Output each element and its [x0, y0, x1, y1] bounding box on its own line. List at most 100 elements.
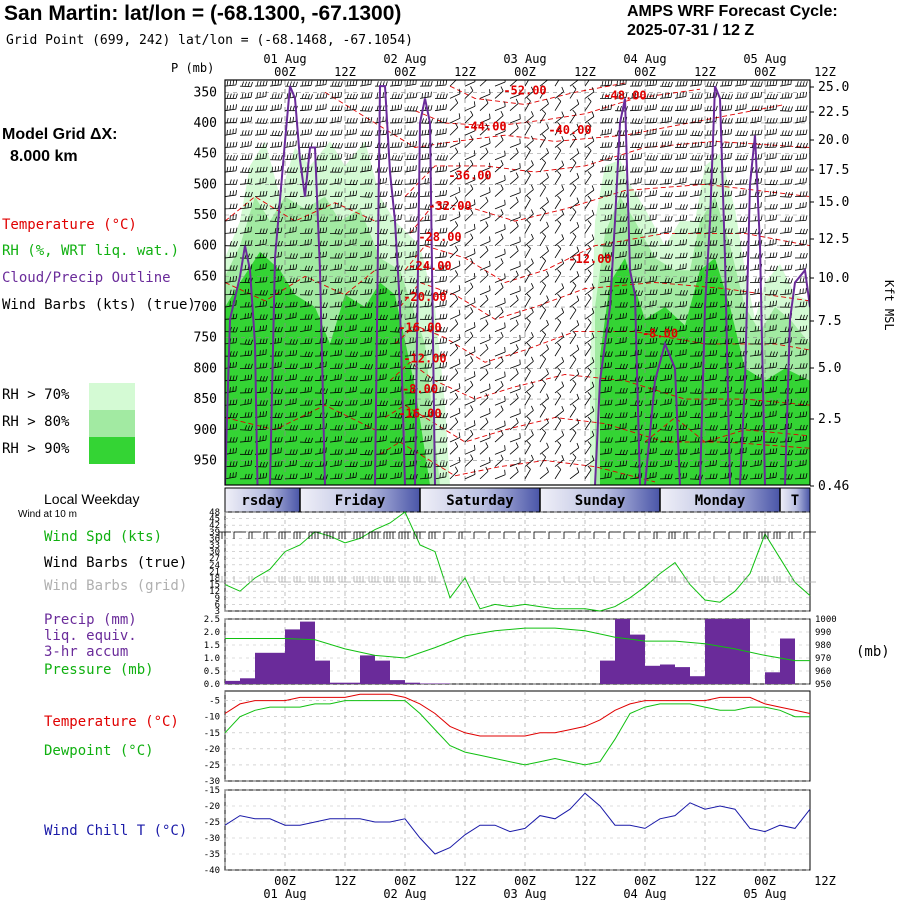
wind-barb-flag — [274, 424, 277, 430]
wind-barb — [239, 339, 253, 345]
wind-barb-flag — [232, 289, 235, 295]
wind-barb-flag — [409, 289, 412, 295]
wind-barb-flag — [319, 474, 322, 480]
wind-barb-flag — [382, 338, 385, 344]
wind-barb-flag — [265, 448, 268, 454]
wind-barb-flag — [244, 289, 247, 295]
wind-barb — [404, 202, 418, 210]
wind-barb-flag — [379, 400, 382, 406]
wind-barb-flag — [229, 228, 232, 234]
wind-barb-flag — [337, 301, 340, 307]
wind-barb-flag — [262, 118, 265, 124]
wind-barb-flag — [277, 179, 280, 185]
wind-barb — [374, 201, 387, 210]
wind-barb-flag — [367, 289, 370, 295]
wind-barb-flag — [397, 461, 400, 467]
wind-barb-flag — [280, 93, 283, 99]
wind-barb-flag — [337, 167, 340, 173]
wind-barb — [314, 130, 328, 137]
wind-barb-flag — [400, 241, 403, 247]
wind-barb — [269, 326, 283, 333]
height-axis-title: Kft MSL — [882, 280, 896, 331]
wind-barb-flag — [250, 473, 253, 479]
wind-barb-shaft — [299, 391, 311, 394]
wind-barb-shaft — [299, 133, 311, 136]
wind-barb-flag — [346, 166, 349, 172]
wind-barb-flag — [295, 460, 297, 466]
wind-barb-flag — [229, 461, 232, 467]
wind-barb — [284, 167, 298, 173]
wind-barb — [389, 128, 402, 136]
wind-barb-flag — [349, 105, 352, 111]
wind-barb-flag — [274, 351, 277, 357]
wind-barb-flag — [334, 203, 336, 209]
wind-barb-flag — [355, 93, 358, 99]
wind-barb-flag — [229, 179, 232, 185]
wind-barb-flag — [412, 216, 415, 222]
wind-barb-flag — [331, 81, 334, 87]
wind-barb-flag — [229, 142, 232, 148]
wind-barb-flag — [325, 350, 328, 356]
wind-barb-flag — [400, 166, 403, 172]
wind-barb-flag — [337, 253, 340, 259]
wind-barb-flag — [250, 130, 253, 136]
wind-barb-flag — [232, 448, 234, 454]
wind-barb-flag — [391, 155, 394, 161]
wind-barb-flag — [280, 203, 283, 209]
wind-barb — [239, 449, 253, 455]
wind-barb — [329, 473, 343, 480]
wind-barb-flag — [337, 460, 339, 466]
wind-barb-flag — [337, 191, 340, 197]
wind-barb-flag — [379, 338, 382, 344]
wind-barb-flag — [385, 338, 388, 344]
wind-barb-flag — [394, 265, 397, 271]
wind-barb-flag — [304, 93, 307, 99]
wind-barb — [329, 373, 342, 382]
wind-barb-flag — [262, 239, 264, 245]
wind-barb-flag — [361, 130, 364, 136]
wind-barb-flag — [379, 277, 382, 283]
wind-barb-flag — [349, 301, 352, 307]
wind-barb-flag — [274, 117, 277, 123]
wind-barb-shaft — [329, 292, 341, 296]
wind-barb-flag — [340, 449, 343, 455]
wind-barb-flag — [697, 448, 699, 454]
wind-barb-flag — [280, 412, 283, 418]
wind-barb-flag — [304, 387, 307, 393]
wind-barb-flag — [607, 386, 609, 392]
wind-barb — [299, 375, 313, 382]
wind-barb-flag — [370, 460, 373, 466]
wind-barb-flag — [292, 460, 294, 466]
wind-barb-flag — [310, 461, 313, 467]
wind-barb-flag — [274, 412, 277, 418]
wind-barb-flag — [247, 326, 250, 332]
wind-barb-flag — [244, 277, 247, 283]
wind-barb-shaft — [329, 354, 341, 357]
wind-barb-flag — [364, 240, 367, 246]
wind-barb-flag — [364, 154, 367, 160]
wind-barb-flag — [400, 437, 403, 443]
wind-barb-flag — [694, 276, 696, 282]
wind-barb-flag — [382, 314, 385, 320]
wind-barb — [254, 349, 267, 357]
wind-barb-flag — [232, 252, 235, 258]
wind-barb-flag — [346, 105, 349, 111]
wind-barb-shaft — [329, 244, 341, 247]
wind-barb-flag — [280, 117, 283, 123]
wind-barb-shaft — [344, 256, 357, 259]
wind-barb-flag — [394, 437, 397, 443]
wind-barb — [345, 375, 358, 382]
wind-barb-flag — [250, 253, 253, 259]
wind-barb-flag — [367, 130, 370, 136]
wind-barb-flag — [265, 129, 268, 135]
pressure-unit-label: (mb) — [856, 644, 890, 660]
wind-barb-flag — [232, 375, 235, 381]
wind-barb-flag — [262, 424, 265, 430]
wind-barb-flag — [406, 130, 409, 136]
wind-barb-flag — [430, 435, 432, 441]
wind-barb-shaft — [344, 157, 356, 161]
wind-barb-shaft — [225, 366, 236, 369]
wind-barb-flag — [486, 74, 488, 78]
wind-barb-flag — [262, 191, 265, 197]
wind-barb-flag — [277, 104, 279, 110]
